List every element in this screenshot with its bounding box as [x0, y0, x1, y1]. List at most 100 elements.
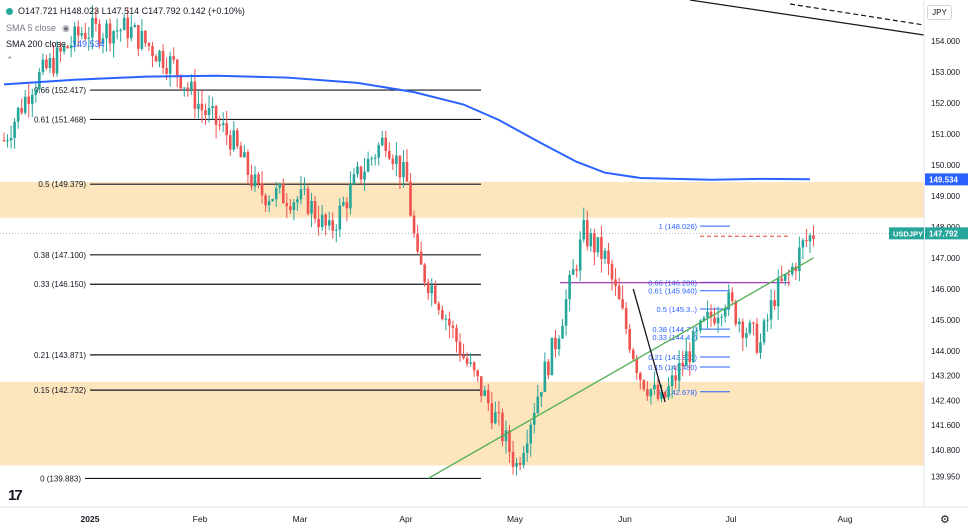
- candle-body: [607, 250, 610, 264]
- candle-body: [218, 124, 221, 126]
- candle-body: [84, 33, 87, 39]
- candle-body: [264, 195, 267, 206]
- time-axis[interactable]: 2025 Feb Mar Apr May Jun Jul Aug: [81, 514, 853, 524]
- candle-body: [522, 453, 525, 465]
- candle-body: [161, 50, 165, 69]
- candle-body: [154, 56, 158, 62]
- candle-body: [465, 358, 469, 364]
- y-tick-label: 153.000: [931, 68, 960, 77]
- candle-body: [158, 50, 161, 62]
- sma-200-line: [3, 74, 810, 181]
- candle-body: [801, 240, 805, 248]
- candle-body: [182, 87, 186, 89]
- candle-body: [310, 201, 313, 214]
- support-resistance-zones: [0, 181, 924, 466]
- candle-body: [681, 362, 685, 367]
- candle-body: [631, 349, 635, 360]
- fib-small-label: 0.38 (144.7..): [652, 325, 697, 334]
- y-tick-label: 150.000: [931, 161, 960, 170]
- sma5-label: SMA 5 close: [6, 23, 57, 33]
- candle-body: [175, 59, 179, 76]
- candle-body: [137, 25, 140, 49]
- ohlc-legend: O147.721 H148.023 L147.514 C147.792 0.14…: [6, 6, 245, 16]
- candle-body: [670, 375, 674, 387]
- candle-body: [197, 103, 200, 109]
- candle-body: [490, 403, 494, 424]
- candle-body: [243, 152, 246, 158]
- candle-body: [720, 316, 723, 318]
- y-tick-label: 151.000: [931, 130, 960, 139]
- candle-body: [278, 183, 282, 189]
- currency-button[interactable]: JPY: [927, 5, 952, 20]
- candle-body: [596, 237, 600, 253]
- candle-body: [34, 89, 38, 95]
- candle-body: [412, 215, 416, 234]
- x-tick-label: Jul: [726, 514, 737, 524]
- candle-body: [674, 375, 677, 381]
- fib-label: 0 (139.883): [40, 474, 81, 483]
- candle-body: [73, 26, 76, 46]
- candle-body: [140, 30, 144, 49]
- sma200-legend[interactable]: SMA 200 close 149.534: [6, 39, 105, 49]
- fib-small-label: 0 (142.678): [659, 388, 698, 397]
- candle-body: [653, 384, 656, 390]
- candle-body: [359, 166, 363, 180]
- candle-body: [564, 299, 568, 326]
- candle-body: [494, 412, 497, 424]
- candle-body: [462, 355, 465, 359]
- candle-body: [766, 319, 769, 321]
- candle-body: [639, 373, 642, 381]
- candle-body: [55, 47, 59, 74]
- candle-body: [2, 140, 6, 142]
- candle-body: [373, 157, 377, 159]
- candle-body: [805, 240, 808, 242]
- candle-body: [9, 137, 13, 141]
- candle-body: [589, 233, 593, 247]
- candle-body: [214, 105, 218, 125]
- candle-body: [402, 161, 405, 178]
- candle-body: [105, 23, 108, 39]
- candle-body: [76, 26, 80, 36]
- candle-body: [324, 214, 327, 226]
- ohlc-values: O147.721 H148.023 L147.514 C147.792 0.14…: [18, 6, 245, 16]
- candle-body: [306, 188, 310, 214]
- settings-gear-icon[interactable]: ⚙: [940, 514, 950, 526]
- candle-body: [646, 389, 649, 397]
- candle-body: [486, 390, 490, 404]
- candle-body: [557, 338, 561, 350]
- candle-body: [271, 199, 274, 201]
- candle-body: [479, 376, 483, 396]
- candle-body: [52, 57, 55, 74]
- candle-body: [133, 25, 137, 27]
- candle-body: [656, 384, 660, 399]
- sma5-legend[interactable]: SMA 5 close ◉: [6, 23, 70, 34]
- candle-body: [331, 220, 335, 231]
- price-badge: [925, 173, 968, 186]
- candle-body: [752, 322, 755, 324]
- candle-body: [147, 43, 151, 47]
- candle-body: [692, 331, 695, 363]
- candle-body: [787, 274, 791, 276]
- candle-body: [87, 37, 91, 39]
- zone-0: [0, 181, 924, 218]
- candle-body: [423, 264, 426, 283]
- fib-label: 0.15 (142.732): [34, 386, 86, 395]
- collapse-legend-icon[interactable]: ⌃: [6, 55, 14, 65]
- trendline: [632, 288, 666, 403]
- candle-body: [349, 184, 352, 209]
- x-tick-label: Apr: [399, 514, 412, 524]
- candle-body: [246, 152, 250, 176]
- candle-body: [122, 17, 126, 30]
- candle-body: [727, 292, 730, 309]
- candle-body: [352, 174, 356, 185]
- candle-body: [313, 201, 317, 219]
- fib-small-label: 0.21 (143.801): [648, 353, 697, 362]
- eye-icon[interactable]: ◉: [62, 23, 70, 33]
- candle-body: [334, 229, 338, 231]
- price-axis[interactable]: 154.000 153.000 152.000 151.000 150.000 149.0…: [0, 0, 968, 508]
- candle-body: [338, 205, 342, 230]
- sma200-value: 149.534: [72, 39, 105, 49]
- candle-body: [211, 105, 214, 109]
- candle-body: [112, 31, 115, 44]
